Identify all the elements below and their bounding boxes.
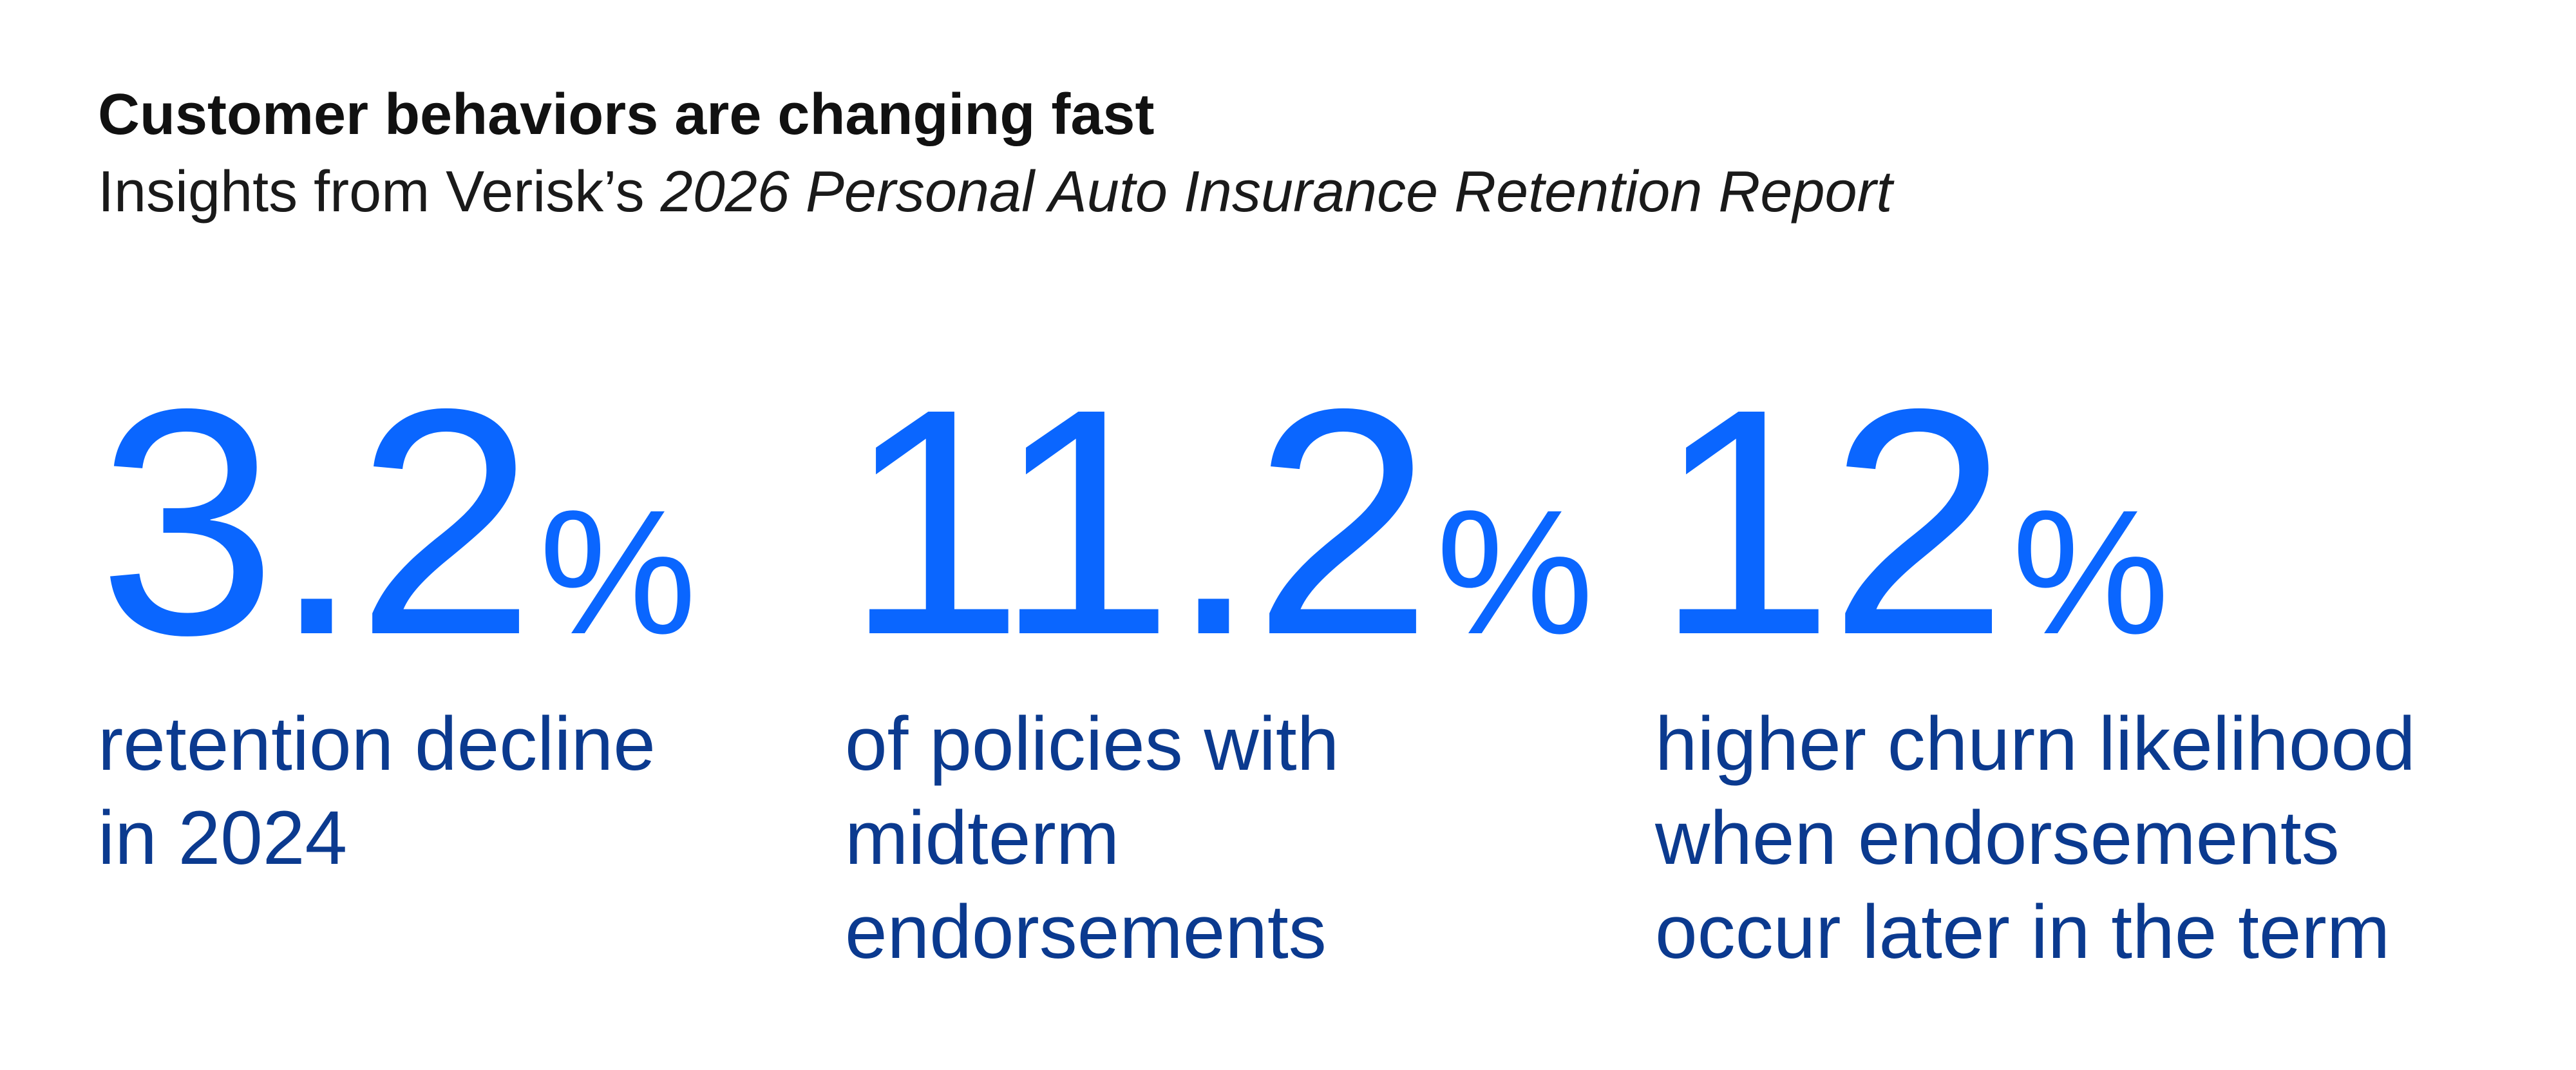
stat-figure: 11.2 % — [845, 341, 1594, 702]
stat-unit: % — [539, 473, 697, 671]
stat-description-line: midterm — [845, 796, 1120, 881]
stat-retention-decline: 3.2 % retention decline in 2024 — [98, 341, 697, 885]
stat-description-line: endorsements — [845, 890, 1327, 975]
stat-figure: 3.2 % — [98, 341, 697, 702]
stat-midterm-endorsements: 11.2 % of policies with midterm endorsem… — [845, 341, 1594, 979]
stat-churn-likelihood: 12 % higher churn likelihood when endors… — [1655, 341, 2416, 979]
stat-description-line: in 2024 — [98, 796, 348, 881]
page-title: Customer behaviors are changing fast — [98, 82, 1155, 147]
report-title: 2026 Personal Auto Insurance Retention R… — [660, 160, 1893, 224]
subtitle-prefix: Insights from Verisk’s — [98, 160, 661, 224]
stat-value: 3.2 — [98, 341, 535, 702]
stat-value: 12 — [1655, 341, 2008, 702]
header: Customer behaviors are changing fast Ins… — [98, 76, 1893, 231]
stat-description-line: of policies with — [845, 702, 1340, 787]
stat-value: 11.2 — [845, 341, 1432, 702]
stat-description-line: higher churn likelihood — [1655, 702, 2416, 787]
stat-unit: % — [2012, 473, 2170, 671]
stat-unit: % — [1436, 473, 1594, 671]
stat-description-line: occur later in the term — [1655, 890, 2391, 975]
stat-description: of policies with midterm endorsements — [845, 697, 1594, 979]
stat-description: higher churn likelihood when endorsement… — [1655, 697, 2416, 979]
page-subtitle: Insights from Verisk’s 2026 Personal Aut… — [98, 153, 1893, 231]
stat-description: retention decline in 2024 — [98, 697, 697, 885]
stat-description-line: when endorsements — [1655, 796, 2340, 881]
stat-figure: 12 % — [1655, 341, 2416, 702]
stat-description-line: retention decline — [98, 702, 656, 787]
